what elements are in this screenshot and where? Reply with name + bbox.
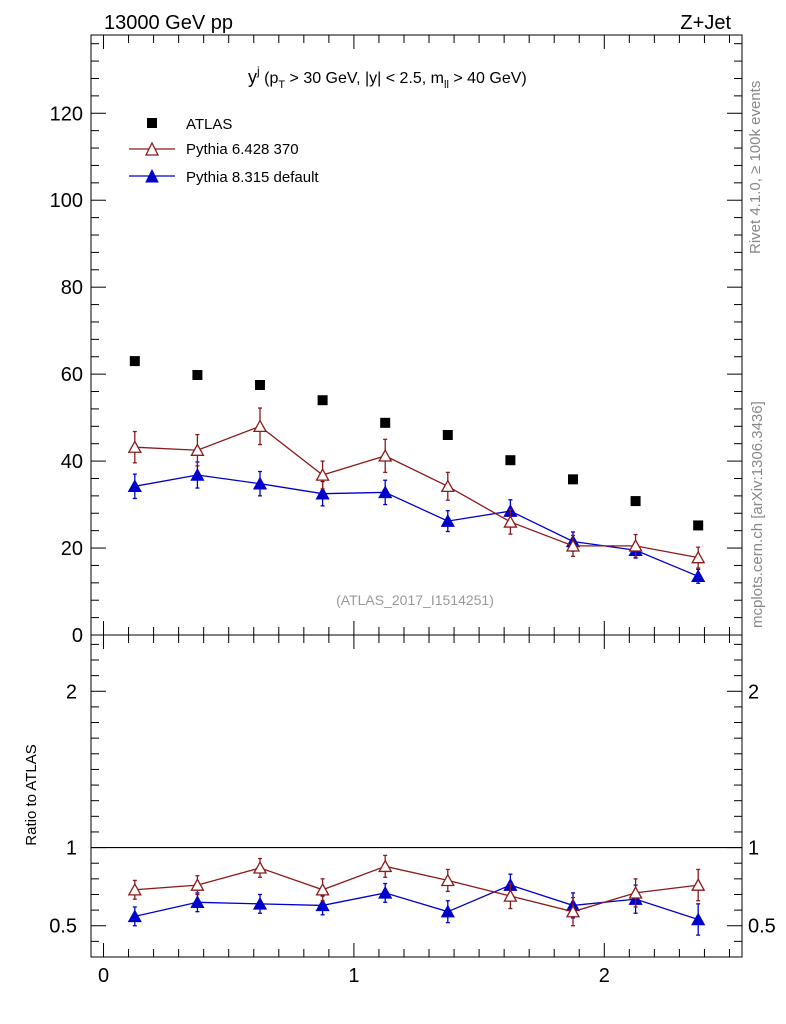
main-ytick-label: 60	[61, 364, 83, 386]
legend-p8-label: Pythia 8.315 default	[186, 169, 319, 186]
main-point-p8	[190, 467, 205, 481]
legend-p6-label: Pythia 6.428 370	[186, 141, 299, 158]
plot-title: yj (pT > 30 GeV, |y| < 2.5, mll > 40 GeV…	[248, 64, 527, 91]
main-point-p6	[127, 440, 142, 453]
ratio-line-p6	[134, 865, 699, 913]
xtick-label: 2	[599, 965, 610, 987]
data-layer	[127, 356, 706, 936]
main-point-p6	[190, 443, 205, 456]
ratio-ylabel: Ratio to ATLAS	[23, 744, 40, 845]
ratio-point-p6	[190, 878, 205, 891]
main-point-p8	[691, 569, 706, 583]
ratio-point-p8	[691, 912, 706, 926]
ratio-point-p6	[127, 882, 142, 896]
ratio-point-p6	[378, 859, 393, 873]
ratio-point-p8	[190, 895, 205, 909]
ratio-ytick-label-right: 1	[748, 838, 759, 860]
main-point-p6	[315, 467, 330, 481]
main-point-p8	[315, 486, 330, 500]
main-point-p6	[691, 550, 706, 564]
ratio-point-p6	[315, 882, 330, 896]
rivet-label: Rivet 4.1.0, ≥ 100k events	[747, 81, 764, 254]
ratio-point-p6	[628, 885, 643, 899]
main-point-p6	[252, 419, 268, 433]
main-point-p8	[252, 476, 268, 490]
main-point-atlas	[380, 417, 391, 428]
main-point-atlas	[192, 370, 203, 380]
ratio-point-p6	[565, 904, 581, 918]
main-ytick-label: 0	[72, 625, 83, 647]
ratio-point-p8	[252, 896, 268, 910]
main-line-p8	[134, 474, 699, 577]
main-point-atlas	[255, 380, 266, 390]
main-point-p6	[628, 538, 643, 552]
ratio-point-p6	[252, 860, 268, 874]
legend-atlas-label: ATLAS	[186, 116, 232, 133]
main-point-atlas	[442, 430, 453, 440]
ratio-ytick-label-right: 2	[748, 681, 759, 703]
main-point-atlas	[630, 496, 641, 507]
main-point-atlas	[129, 356, 140, 367]
ratio-ytick-label-right: 0.5	[748, 916, 776, 938]
ratio-point-p8	[378, 885, 393, 899]
main-point-p8	[127, 479, 142, 493]
ratio-ytick-label-left: 2	[66, 681, 77, 703]
main-point-atlas	[693, 520, 704, 531]
xtick-label: 0	[98, 965, 109, 987]
xtick-label: 1	[348, 965, 359, 987]
main-line-p6	[134, 425, 699, 559]
main-point-p6	[565, 538, 581, 552]
main-ytick-label: 20	[61, 538, 83, 560]
energy-label: 13000 GeV pp	[104, 12, 233, 34]
ratio-ytick-label-left: 0.5	[49, 916, 77, 938]
main-point-p6	[440, 479, 455, 493]
ratio-point-p6	[440, 873, 455, 887]
process-label: Z+Jet	[680, 12, 731, 34]
ratio-ytick-label-left: 1	[66, 838, 77, 860]
mcplots-label: mcplots.cern.ch [arXiv:1306.3436]	[749, 401, 766, 628]
main-point-p8	[440, 514, 455, 527]
main-ytick-label: 100	[50, 190, 83, 212]
main-ytick-label: 40	[61, 451, 83, 473]
main-ytick-label: 80	[61, 277, 83, 299]
analysis-label: (ATLAS_2017_I1514251)	[336, 592, 494, 608]
main-point-atlas	[567, 474, 578, 485]
main-point-p6	[378, 448, 393, 462]
ratio-point-p6	[691, 878, 706, 891]
ratio-frame	[90, 634, 743, 958]
ratio-point-p8	[440, 904, 455, 918]
main-point-p6	[503, 514, 518, 528]
main-point-atlas	[317, 395, 328, 406]
main-point-atlas	[505, 455, 516, 466]
legend-p8-marker	[145, 168, 159, 183]
legend: ATLAS Pythia 6.428 370 Pythia 8.315 defa…	[129, 116, 319, 186]
ratio-line-p8	[134, 884, 699, 921]
ratio-point-p8	[315, 898, 330, 912]
main-ytick-label: 120	[50, 103, 83, 125]
ratio-point-p6	[503, 889, 518, 902]
legend-p6-marker	[144, 141, 160, 156]
legend-atlas-marker	[147, 118, 157, 128]
main-point-p8	[378, 485, 393, 499]
ratio-point-p8	[127, 909, 142, 923]
